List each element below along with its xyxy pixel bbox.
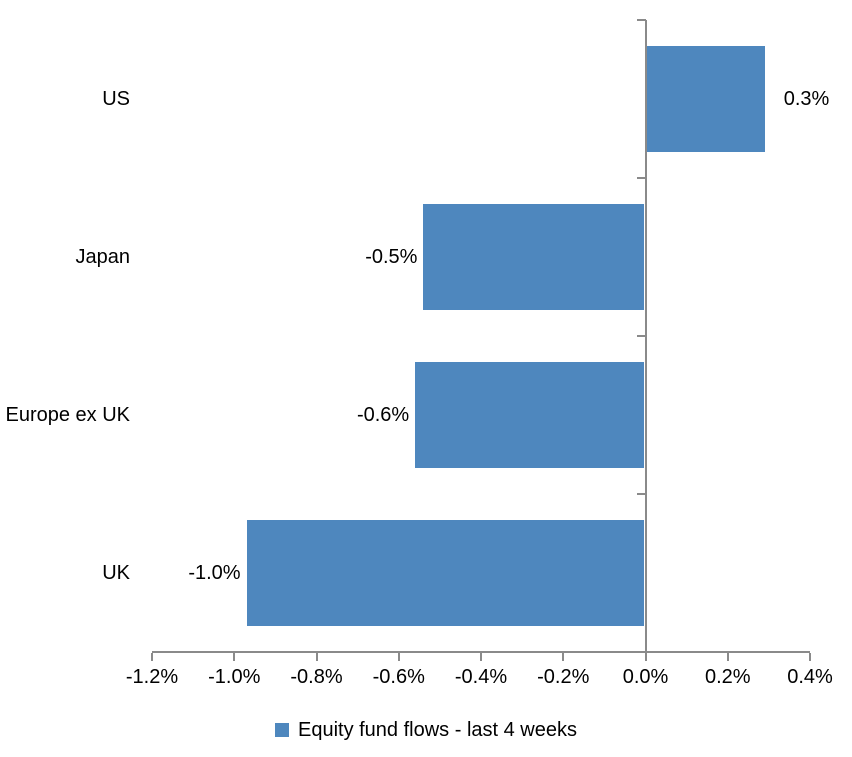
value-tick [644,653,647,661]
value-tick [562,653,565,661]
x-tick-label-2: -0.8% [290,666,343,688]
x-tick-label-5: -0.2% [537,666,590,688]
bar-uk [246,520,645,626]
x-tick-label-4: -0.4% [454,666,508,688]
value-tick [233,653,236,661]
value-tick [726,653,729,661]
category-axis-line [644,20,647,652]
data-label-japan: -0.5% [365,246,418,268]
legend-label: Equity fund flows - last 4 weeks [297,719,577,741]
category-label-japan: Japan [75,246,131,268]
legend-swatch [274,723,289,737]
legend: Equity fund flows - last 4 weeks [0,716,852,744]
bar-japan [423,204,645,310]
value-tick [397,653,400,661]
value-tick [151,653,153,661]
x-tick-label-8: 0.4% [787,666,833,688]
category-tick [636,335,646,337]
bar-us [646,46,765,152]
category-label-uk: UK [102,562,130,584]
category-tick [636,493,646,495]
category-tick [636,177,646,179]
value-tick [809,653,811,661]
data-label-us: 0.3% [783,88,830,110]
x-tick-label-7: 0.2% [704,666,751,688]
data-label-uk: -1.0% [188,562,241,584]
x-tick-label-3: -0.6% [372,666,425,688]
data-label-europe-ex-uk: -0.6% [356,404,410,426]
x-tick-label-0: -1.2% [125,666,179,688]
category-tick [636,19,646,21]
value-tick [480,653,482,661]
x-tick-label-1: -1.0% [208,666,261,688]
x-tick-label-6: 0.0% [622,666,669,688]
value-axis-line [152,651,810,653]
bar-europe-ex-uk [415,362,645,468]
category-label-us: US [102,88,130,110]
value-tick [315,653,318,661]
category-label-europe-ex-uk: Europe ex UK [5,404,130,426]
